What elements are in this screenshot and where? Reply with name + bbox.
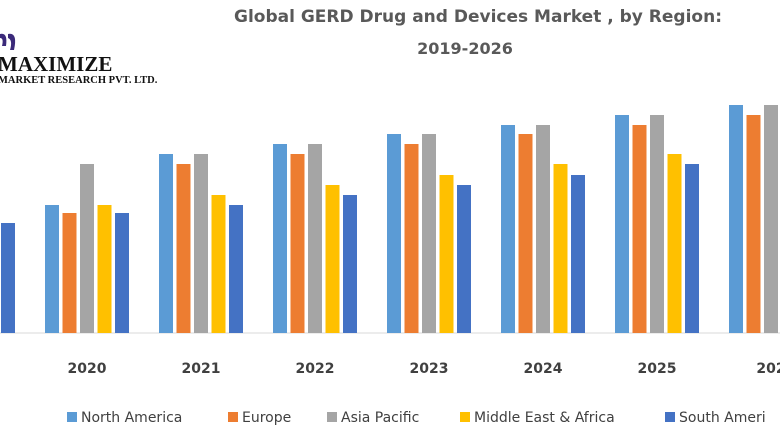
- logo-name: MAXIMIZE: [0, 52, 112, 76]
- bar-europe-2023: [404, 144, 419, 333]
- legend-item: South Ameri: [665, 410, 766, 426]
- x-tick-label: 2022: [296, 361, 335, 377]
- bar-north-america-2024: [501, 125, 515, 333]
- bar-north-america-2020: [45, 205, 59, 333]
- x-tick-label: 2025: [638, 361, 677, 377]
- bar-south-america-2024: [571, 175, 585, 333]
- bar-middle-east-africa-2024: [553, 164, 568, 333]
- chart-subtitle: 2019-2026: [417, 39, 513, 58]
- bar-north-america-2021: [159, 154, 173, 333]
- bar-asia-pacific-2025: [650, 115, 664, 333]
- x-tick-label: 2024: [524, 361, 563, 377]
- legend-swatch: [665, 412, 675, 422]
- bar-south-america-2020: [115, 213, 129, 333]
- legend-label: Europe: [242, 410, 291, 426]
- bar-middle-east-africa-2022: [325, 185, 340, 333]
- x-tick-label: 2020: [68, 361, 107, 377]
- legend-label: Asia Pacific: [341, 410, 419, 426]
- legend-item: Middle East & Africa: [460, 410, 615, 426]
- bar-europe-2025: [632, 125, 647, 333]
- bar-asia-pacific-2026: [764, 105, 778, 333]
- bar-south-america-2019: [1, 223, 15, 333]
- legend-label: North America: [81, 410, 182, 426]
- bar-middle-east-africa-2025: [667, 154, 682, 333]
- logo-mark-icon: [0, 33, 16, 50]
- bar-asia-pacific-2022: [308, 144, 322, 333]
- bar-middle-east-africa-2021: [211, 195, 226, 333]
- company-logo: MAXIMIZE MARKET RESEARCH PVT. LTD.: [0, 33, 158, 86]
- bar-north-america-2022: [273, 144, 287, 333]
- bar-asia-pacific-2024: [536, 125, 550, 333]
- bar-middle-east-africa-2023: [439, 175, 454, 333]
- bar-north-america-2026: [729, 105, 743, 333]
- bar-asia-pacific-2023: [422, 134, 436, 333]
- bar-south-america-2022: [343, 195, 357, 333]
- chart-title: Global GERD Drug and Devices Market , by…: [234, 7, 722, 27]
- bar-europe-2024: [518, 134, 533, 333]
- bar-asia-pacific-2020: [80, 164, 94, 333]
- x-tick-label: 2023: [410, 361, 449, 377]
- legend-item: North America: [67, 410, 182, 426]
- legend-label: South Ameri: [679, 410, 766, 426]
- legend-swatch: [460, 412, 470, 422]
- bar-south-america-2023: [457, 185, 471, 333]
- legend-swatch: [327, 412, 337, 422]
- bar-south-america-2021: [229, 205, 243, 333]
- bar-asia-pacific-2021: [194, 154, 208, 333]
- legend-item: Europe: [228, 410, 291, 426]
- legend-swatch: [228, 412, 238, 422]
- logo-subtitle: MARKET RESEARCH PVT. LTD.: [0, 75, 158, 86]
- bars: [1, 105, 778, 333]
- bar-middle-east-africa-2020: [97, 205, 112, 333]
- bar-europe-2020: [62, 213, 77, 333]
- x-tick-label: 202: [756, 361, 780, 377]
- bar-europe-2021: [176, 164, 191, 333]
- x-tick-labels: 2020 2021 2022 2023 2024 2025 202: [68, 361, 780, 377]
- bar-europe-2026: [746, 115, 761, 333]
- bar-north-america-2025: [615, 115, 629, 333]
- x-tick-label: 2021: [182, 361, 221, 377]
- legend-swatch: [67, 412, 77, 422]
- legend-item: Asia Pacific: [327, 410, 419, 426]
- legend-label: Middle East & Africa: [474, 410, 615, 426]
- bar-north-america-2023: [387, 134, 401, 333]
- legend: North America Europe Asia Pacific Middle Ea…: [67, 410, 766, 426]
- bar-europe-2022: [290, 154, 305, 333]
- bar-south-america-2025: [685, 164, 699, 333]
